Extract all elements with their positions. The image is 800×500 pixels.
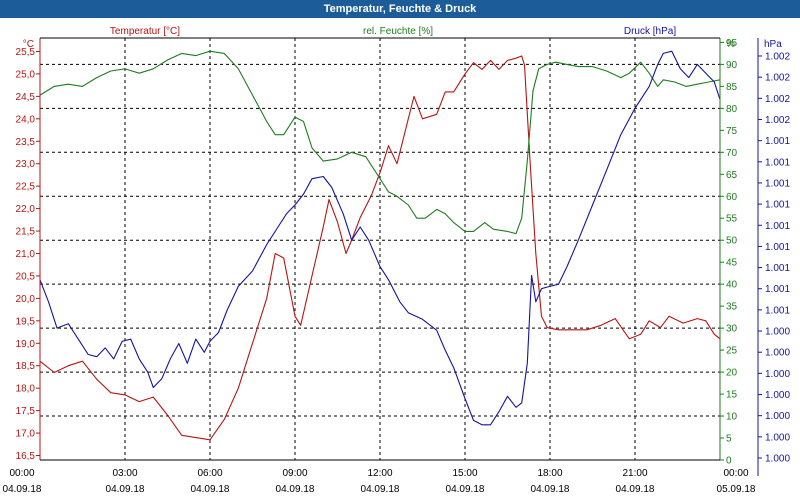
x-tick-date: 04.09.18 xyxy=(106,484,145,495)
x-tick-date: 04.09.18 xyxy=(616,484,655,495)
pressure-tick-label: 1.000 xyxy=(765,454,790,465)
humidity-tick-label: 50 xyxy=(726,236,738,247)
humidity-tick-label: 60 xyxy=(726,192,738,203)
pressure-tick-label: 1.002 xyxy=(765,73,790,84)
temperature-tick-label: 24,0 xyxy=(16,114,36,125)
pressure-tick-label: 1.001 xyxy=(765,178,790,189)
humidity-tick-label: 15 xyxy=(726,390,738,401)
humidity-tick-label: 90 xyxy=(726,60,738,71)
humidity-tick-label: 40 xyxy=(726,280,738,291)
temperature-tick-label: 17,0 xyxy=(16,429,36,440)
humidity-tick-label: 20 xyxy=(726,368,738,379)
humidity-tick-label: 5 xyxy=(726,434,732,445)
temperature-tick-label: 25,5 xyxy=(16,47,36,58)
pressure-tick-label: 1.002 xyxy=(765,52,790,63)
grid xyxy=(40,38,720,460)
x-tick-date: 04.09.18 xyxy=(3,484,42,495)
x-tick-time: 03:00 xyxy=(112,468,137,479)
temperature-tick-label: 19,5 xyxy=(16,316,36,327)
temperature-tick-label: 20,5 xyxy=(16,271,36,282)
humidity-tick-label: 65 xyxy=(726,170,738,181)
x-tick-time: 09:00 xyxy=(282,468,307,479)
temperature-tick-label: 22,5 xyxy=(16,182,36,193)
pressure-tick-label: 1.001 xyxy=(765,242,790,253)
pressure-line xyxy=(39,50,721,426)
humidity-tick-label: 95 xyxy=(726,38,738,49)
series-lines xyxy=(39,50,721,441)
x-tick-time: 12:00 xyxy=(367,468,392,479)
legend-pressure: Druck [hPa] xyxy=(624,26,676,37)
humidity-tick-label: 25 xyxy=(726,346,738,357)
temperature-tick-label: 17,5 xyxy=(16,406,36,417)
temperature-tick-label: 21,0 xyxy=(16,249,36,260)
pressure-unit: hPa xyxy=(764,39,782,50)
chart-area: 00:00 04.09.18 03:00 04.09.18 06:00 04.09.18 0… xyxy=(3,26,791,495)
humidity-tick-label: 0 xyxy=(726,456,732,467)
x-tick-time: 15:00 xyxy=(452,468,477,479)
pressure-tick-label: 1.002 xyxy=(765,94,790,105)
temperature-line xyxy=(39,55,721,441)
humidity-line xyxy=(39,50,721,235)
temperature-tick-label: 23,0 xyxy=(16,159,36,170)
x-tick-time: 00:00 xyxy=(723,468,748,479)
x-tick-time: 21:00 xyxy=(622,468,647,479)
humidity-tick-label: 30 xyxy=(726,324,738,335)
humidity-unit: % xyxy=(726,39,735,50)
x-tick-time: 00:00 xyxy=(9,468,34,479)
x-tick-date: 05.09.18 xyxy=(717,484,756,495)
pressure-tick-label: 1.001 xyxy=(765,305,790,316)
temperature-unit: °C xyxy=(23,39,34,50)
x-tick-date: 04.09.18 xyxy=(276,484,315,495)
x-tick-date: 04.09.18 xyxy=(191,484,230,495)
pressure-tick-label: 1.002 xyxy=(765,115,790,126)
temperature-tick-label: 21,5 xyxy=(16,227,36,238)
humidity-tick-label: 35 xyxy=(726,302,738,313)
temperature-tick-label: 16,5 xyxy=(16,451,36,462)
humidity-tick-label: 45 xyxy=(726,258,738,269)
humidity-tick-label: 55 xyxy=(726,214,738,225)
temperature-tick-label: 24,5 xyxy=(16,92,36,103)
temperature-tick-label: 22,0 xyxy=(16,204,36,215)
pressure-tick-label: 1.001 xyxy=(765,221,790,232)
x-tick-date: 04.09.18 xyxy=(531,484,570,495)
temperature-tick-label: 19,0 xyxy=(16,339,36,350)
temperature-tick-label: 20,0 xyxy=(16,294,36,305)
pressure-tick-label: 1.000 xyxy=(765,327,790,338)
x-tick-time: 18:00 xyxy=(537,468,562,479)
pressure-tick-label: 1.001 xyxy=(765,157,790,168)
legend-humidity: rel. Feuchte [%] xyxy=(363,26,433,37)
humidity-tick-label: 85 xyxy=(726,82,738,93)
pressure-tick-label: 1.001 xyxy=(765,136,790,147)
x-tick-date: 04.09.18 xyxy=(446,484,485,495)
pressure-tick-label: 1.000 xyxy=(765,432,790,443)
axes: 00:00 04.09.18 03:00 04.09.18 06:00 04.09.18 0… xyxy=(3,37,790,495)
pressure-tick-label: 1.001 xyxy=(765,263,790,274)
humidity-tick-label: 80 xyxy=(726,104,738,115)
temperature-tick-label: 18,5 xyxy=(16,361,36,372)
temperature-tick-label: 25,0 xyxy=(16,69,36,80)
x-tick-date: 04.09.18 xyxy=(361,484,400,495)
pressure-tick-label: 1.000 xyxy=(765,369,790,380)
temperature-tick-label: 18,0 xyxy=(16,384,36,395)
humidity-tick-label: 10 xyxy=(726,412,738,423)
pressure-tick-label: 1.000 xyxy=(765,348,790,359)
legend-temperature: Temperatur [°C] xyxy=(110,26,180,37)
pressure-tick-label: 1.000 xyxy=(765,411,790,422)
pressure-tick-label: 1.001 xyxy=(765,284,790,295)
temperature-tick-label: 23,5 xyxy=(16,137,36,148)
window-title: Temperatur, Feuchte & Druck xyxy=(0,0,800,18)
humidity-tick-label: 70 xyxy=(726,148,738,159)
humidity-tick-label: 75 xyxy=(726,126,738,137)
x-tick-time: 06:00 xyxy=(197,468,222,479)
pressure-tick-label: 1.000 xyxy=(765,390,790,401)
pressure-tick-label: 1.001 xyxy=(765,200,790,211)
